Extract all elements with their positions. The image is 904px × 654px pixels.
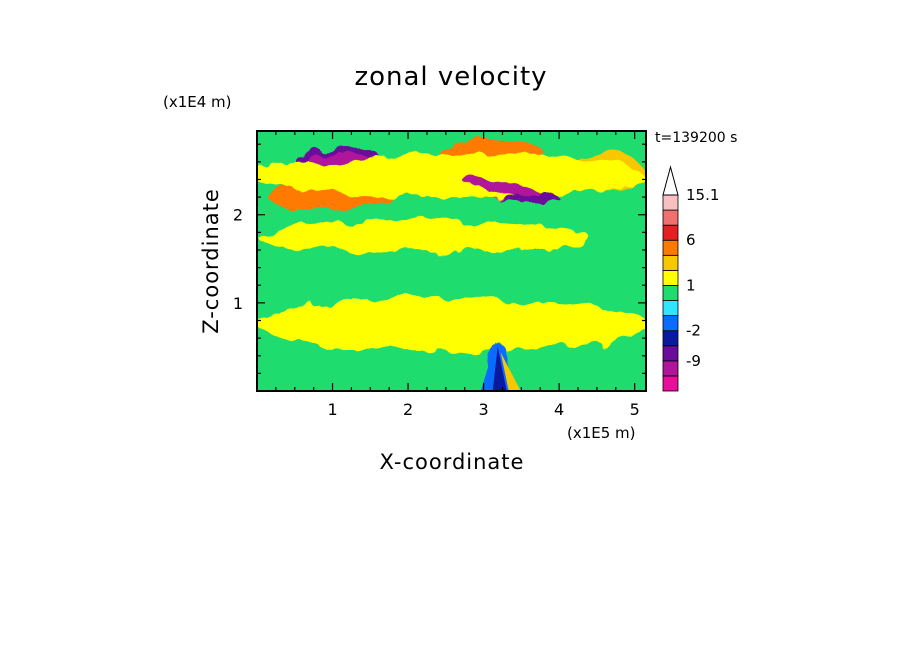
colorbar-extend-arrow (662, 165, 679, 196)
chart-title: zonal velocity (354, 62, 547, 92)
colorbar: 15.1 6 1 -2 -9 (662, 165, 719, 392)
plot-frame (256, 130, 647, 392)
y-axis-unit: (x1E4 m) (163, 93, 232, 111)
colorbar-swatch (662, 239, 679, 256)
field-feature-core (463, 179, 542, 197)
colorbar-swatch (662, 315, 679, 332)
colorbar-swatch (662, 194, 679, 211)
colorbar-swatch (662, 300, 679, 317)
field-feature (257, 220, 590, 253)
colorbar-swatch (662, 360, 679, 377)
time-label: t=139200 s (655, 130, 737, 146)
x-axis-unit: (x1E5 m) (567, 424, 636, 442)
colorbar-tick-label: -2 (686, 322, 701, 340)
y-tick-label: 1 (233, 294, 243, 313)
x-tick-label: 1 (327, 400, 337, 419)
y-axis-label: Z-coordinate (199, 188, 223, 334)
x-tick-label: 3 (479, 400, 489, 419)
x-tick-label: 4 (554, 400, 564, 419)
colorbar-tick-label: 6 (686, 231, 696, 249)
colorbar-swatch (662, 209, 679, 226)
field-feature (257, 153, 643, 198)
x-axis-ticks: 1 2 3 4 5 (275, 131, 640, 419)
colorbar-swatch (662, 254, 679, 271)
colorbar-swatch (662, 330, 679, 347)
heatmap-field (257, 131, 646, 391)
y-axis-ticks: 12 (233, 143, 646, 374)
colorbar-tick-label: -9 (686, 352, 701, 370)
field-features (257, 139, 646, 391)
mountain-wave-right (500, 352, 521, 391)
colorbar-swatch (662, 224, 679, 241)
mountain-wave-core (492, 346, 507, 391)
x-tick-label: 5 (630, 400, 640, 419)
colorbar-swatch (662, 345, 679, 362)
colorbar-tick-label: 1 (686, 276, 696, 294)
colorbar-swatch (662, 269, 679, 286)
colorbar-swatch (662, 375, 679, 392)
x-axis-label: X-coordinate (380, 450, 525, 474)
colorbar-tick-label: 15.1 (686, 186, 719, 204)
colorbar-swatch (662, 285, 679, 301)
x-tick-label: 2 (403, 400, 413, 419)
field-feature (257, 298, 646, 352)
field-feature-core (307, 151, 366, 164)
y-tick-label: 2 (233, 206, 243, 225)
